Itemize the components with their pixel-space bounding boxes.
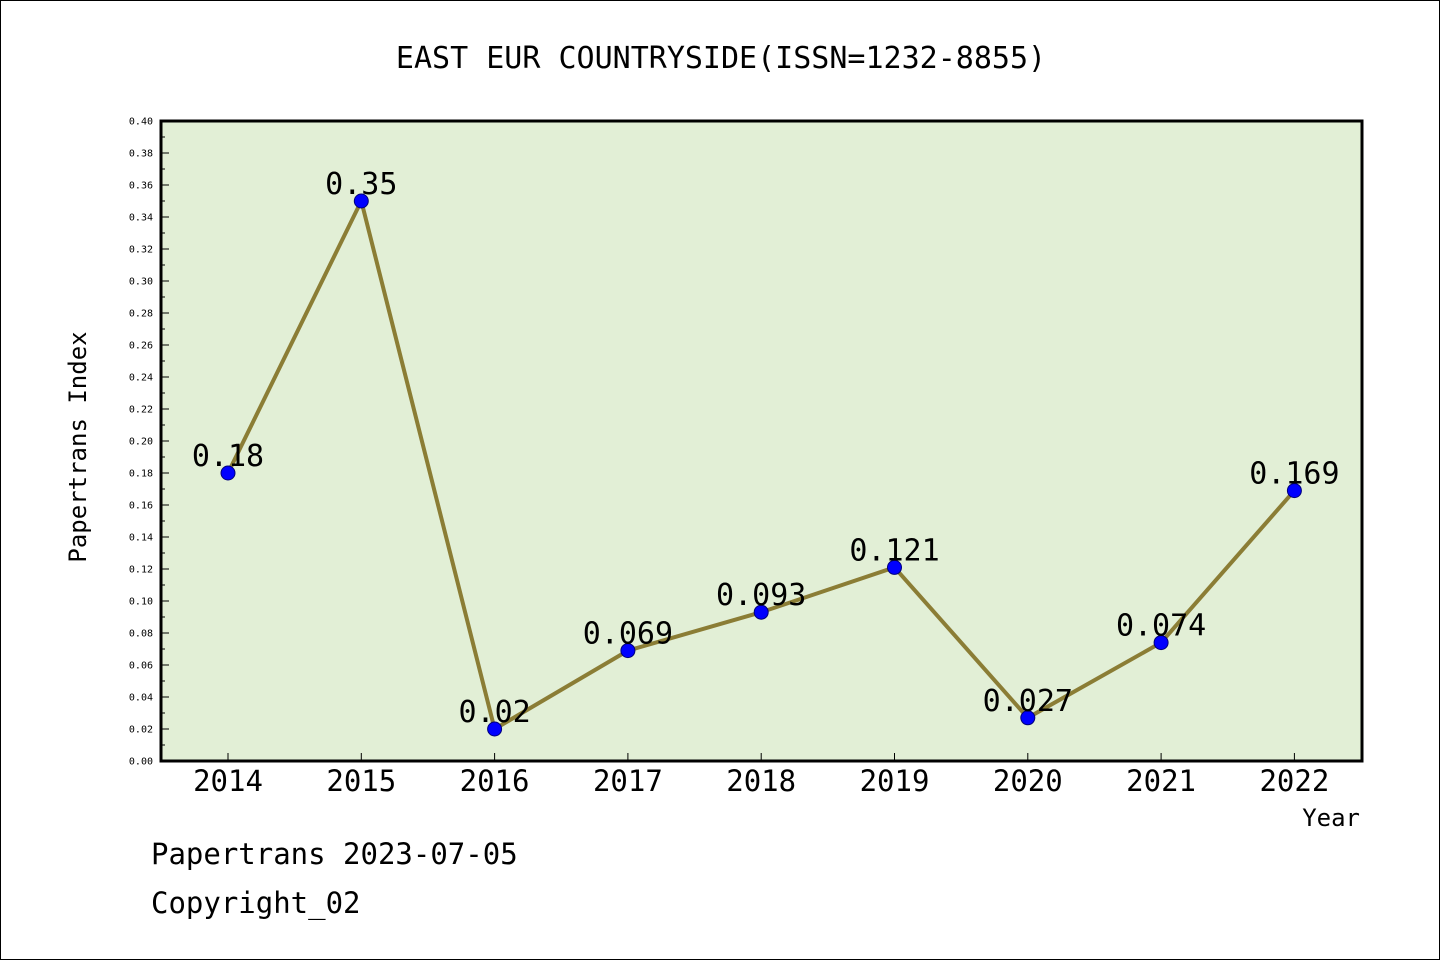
y-tick-label: 0.30 bbox=[129, 277, 153, 288]
data-point bbox=[353, 193, 369, 209]
data-point bbox=[1153, 635, 1169, 651]
y-tick-label: 0.18 bbox=[129, 469, 153, 480]
y-axis: 0.00 0.02 0.04 0.06 0.08 0.10 0.12 0.14 0.16 0.18… bbox=[129, 117, 169, 768]
y-tick-label: 0.40 bbox=[129, 117, 153, 128]
data-label: 0.121 bbox=[849, 533, 939, 568]
y-tick-label: 0.22 bbox=[129, 405, 153, 416]
y-tick-label: 0.32 bbox=[129, 245, 153, 256]
x-tick-label: 2016 bbox=[460, 764, 530, 798]
x-tick-label: 2015 bbox=[326, 764, 396, 798]
data-point bbox=[220, 465, 236, 481]
x-axis-label: Year bbox=[1302, 804, 1360, 832]
data-point bbox=[1286, 483, 1302, 499]
data-label: 0.35 bbox=[325, 167, 397, 202]
x-tick-label: 2017 bbox=[593, 764, 663, 798]
data-label: 0.069 bbox=[583, 617, 673, 652]
data-point bbox=[487, 721, 503, 737]
footer-copyright: Copyright_02 bbox=[151, 886, 361, 920]
series bbox=[220, 193, 1302, 737]
data-point bbox=[620, 643, 636, 659]
data-point bbox=[1020, 710, 1036, 726]
y-tick-label: 0.14 bbox=[129, 533, 153, 544]
y-tick-label: 0.06 bbox=[129, 661, 153, 672]
x-tick-label: 2019 bbox=[860, 764, 930, 798]
data-label: 0.027 bbox=[983, 684, 1073, 719]
y-tick-label: 0.38 bbox=[129, 149, 153, 160]
y-tick-label: 0.08 bbox=[129, 629, 153, 640]
data-label: 0.074 bbox=[1116, 609, 1206, 644]
x-tick-label: 2021 bbox=[1126, 764, 1196, 798]
footer-date-line: Papertrans 2023-07-05 bbox=[151, 837, 518, 871]
y-tick-label: 0.12 bbox=[129, 565, 153, 576]
data-labels: 0.18 0.35 0.02 0.069 0.093 0.121 0.027 0.074 0.1… bbox=[192, 167, 1340, 730]
x-tick-label: 2020 bbox=[993, 764, 1063, 798]
data-label: 0.18 bbox=[192, 439, 264, 474]
y-tick-label: 0.34 bbox=[129, 213, 153, 224]
y-tick-label: 0.10 bbox=[129, 597, 153, 608]
y-tick-label: 0.16 bbox=[129, 501, 153, 512]
y-tick-label: 0.36 bbox=[129, 181, 153, 192]
data-label: 0.169 bbox=[1249, 457, 1339, 492]
data-point bbox=[753, 604, 769, 620]
data-label: 0.093 bbox=[716, 578, 806, 613]
x-axis: 2014 2015 2016 2017 2018 2019 2020 2021 2022 bbox=[193, 753, 1329, 798]
y-tick-label: 0.28 bbox=[129, 309, 153, 320]
data-point bbox=[887, 559, 902, 575]
y-tick-label: 0.24 bbox=[129, 373, 153, 384]
y-tick-label: 0.04 bbox=[129, 693, 153, 704]
x-tick-label: 2022 bbox=[1259, 764, 1329, 798]
data-label: 0.02 bbox=[458, 695, 530, 730]
y-tick-label: 0.02 bbox=[129, 725, 153, 736]
y-tick-label: 0.20 bbox=[129, 437, 153, 448]
y-tick-label: 0.00 bbox=[129, 757, 153, 768]
x-tick-label: 2018 bbox=[726, 764, 796, 798]
y-tick-label: 0.26 bbox=[129, 341, 153, 352]
chart-title: EAST EUR COUNTRYSIDE(ISSN=1232-8855) bbox=[396, 41, 1046, 76]
y-axis-label: Papertrans Index bbox=[64, 331, 92, 562]
plot-area bbox=[159, 119, 1364, 763]
x-tick-label: 2014 bbox=[193, 764, 263, 798]
